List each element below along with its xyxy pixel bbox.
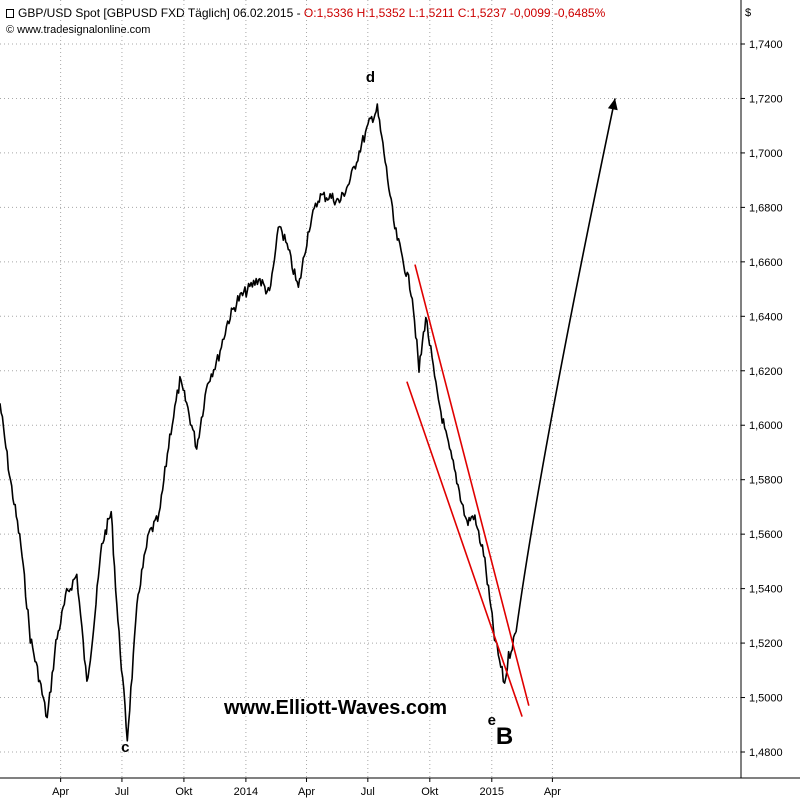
y-tick-label: 1,5800 xyxy=(749,475,783,487)
y-tick-label: 1,7400 xyxy=(749,39,783,51)
grid-lines xyxy=(0,0,741,778)
x-axis-ticks: Apr Jul Okt 2014 Apr Jul Okt 2015 Apr xyxy=(52,778,561,798)
wave-label-d: d xyxy=(366,69,375,86)
y-tick-label: 1,5600 xyxy=(749,529,783,541)
wave-labels: c d eB xyxy=(121,69,513,756)
ohlc-values: O:1,5336 H:1,5352 L:1,5211 C:1,5237 -0,0… xyxy=(303,6,606,20)
watermark: www.Elliott-Waves.com xyxy=(223,697,447,719)
y-tick-label: 1,6200 xyxy=(749,366,783,378)
y-tick-label: 1,6000 xyxy=(749,420,783,432)
projection-arrow xyxy=(515,98,618,633)
wave-label-b: B xyxy=(496,723,513,750)
chart-title: GBP/USD Spot [GBPUSD FXD Täglich] 06.02.… xyxy=(6,6,605,20)
x-tick-label: Jul xyxy=(361,786,375,798)
currency-label: $ xyxy=(745,7,751,19)
x-tick-label: Okt xyxy=(421,786,438,798)
y-tick-label: 1,4800 xyxy=(749,747,783,759)
x-tick-label: 2015 xyxy=(480,786,504,798)
y-tick-label: 1,5400 xyxy=(749,584,783,596)
projection-curve xyxy=(515,98,616,633)
wave-label-c: c xyxy=(121,739,129,756)
x-tick-label: Apr xyxy=(52,786,69,798)
chart-title-text: GBP/USD Spot [GBPUSD FXD Täglich] 06.02.… xyxy=(18,6,304,20)
y-tick-label: 1,5000 xyxy=(749,693,783,705)
price-series xyxy=(0,103,517,742)
trend-channel xyxy=(406,264,530,717)
wave-label-e: e xyxy=(488,712,496,729)
y-tick-label: 1,6400 xyxy=(749,311,783,323)
x-tick-label: Apr xyxy=(544,786,561,798)
channel-lower-line xyxy=(406,381,523,717)
source-label: © www.tradesignalonline.com xyxy=(6,24,151,36)
y-tick-label: 1,5200 xyxy=(749,638,783,650)
y-tick-label: 1,7000 xyxy=(749,148,783,160)
x-tick-label: Okt xyxy=(175,786,192,798)
x-tick-label: Apr xyxy=(298,786,315,798)
y-axis-ticks: 1,4800 1,5000 1,5200 1,5400 1,5600 1,5800 1,60… xyxy=(741,39,783,759)
projection-arrowhead xyxy=(607,98,618,111)
channel-upper-line xyxy=(414,264,530,706)
x-tick-label: 2014 xyxy=(234,786,258,798)
y-tick-label: 1,7200 xyxy=(749,93,783,105)
instrument-icon xyxy=(6,9,14,18)
price-line xyxy=(0,103,517,742)
y-tick-label: 1,6800 xyxy=(749,202,783,214)
y-tick-label: 1,6600 xyxy=(749,257,783,269)
x-tick-label: Jul xyxy=(115,786,129,798)
